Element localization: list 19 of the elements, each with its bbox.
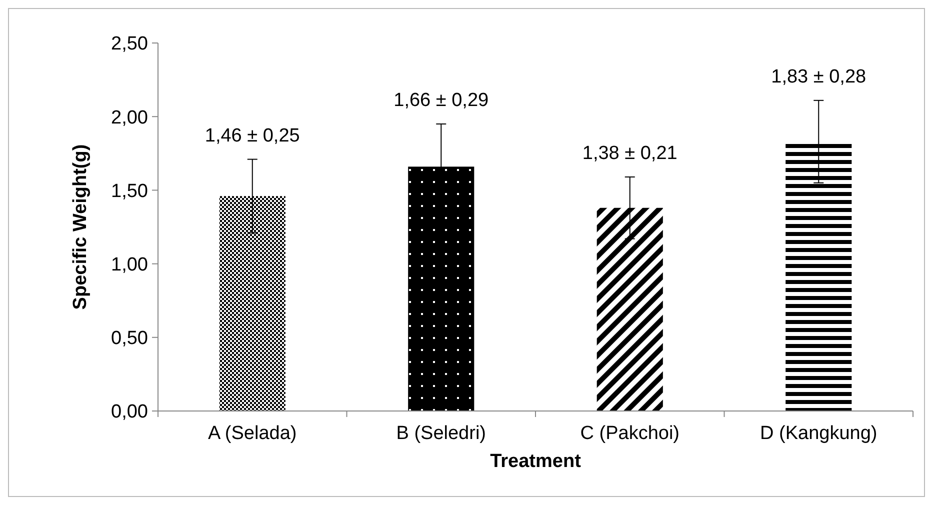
y-axis-title: Specific Weight(g): [70, 144, 91, 310]
bar: [408, 166, 474, 411]
bar: [219, 196, 286, 411]
y-tick-label: 0,00: [111, 402, 148, 423]
x-tick-label: C (Pakchoi): [580, 423, 680, 444]
data-label: 1,66 ± 0,29: [394, 90, 489, 111]
x-tick-label: B (Seledri): [396, 423, 486, 444]
y-tick-label: 1,00: [111, 254, 148, 276]
data-label: 1,83 ± 0,28: [771, 66, 866, 88]
y-tick-label: 0,50: [111, 328, 148, 350]
y-tick-label: 1,50: [111, 180, 148, 202]
y-tick-label: 2,00: [111, 107, 148, 128]
x-tick-label: A (Selada): [208, 423, 297, 444]
data-label: 1,46 ± 0,25: [204, 125, 300, 146]
x-axis-title: Treatment: [490, 451, 582, 472]
bar: [596, 208, 663, 411]
x-tick-label: D (Kangkung): [760, 423, 878, 444]
y-tick-label: 2,50: [111, 34, 148, 55]
data-label: 1,38 ± 0,21: [582, 142, 678, 164]
